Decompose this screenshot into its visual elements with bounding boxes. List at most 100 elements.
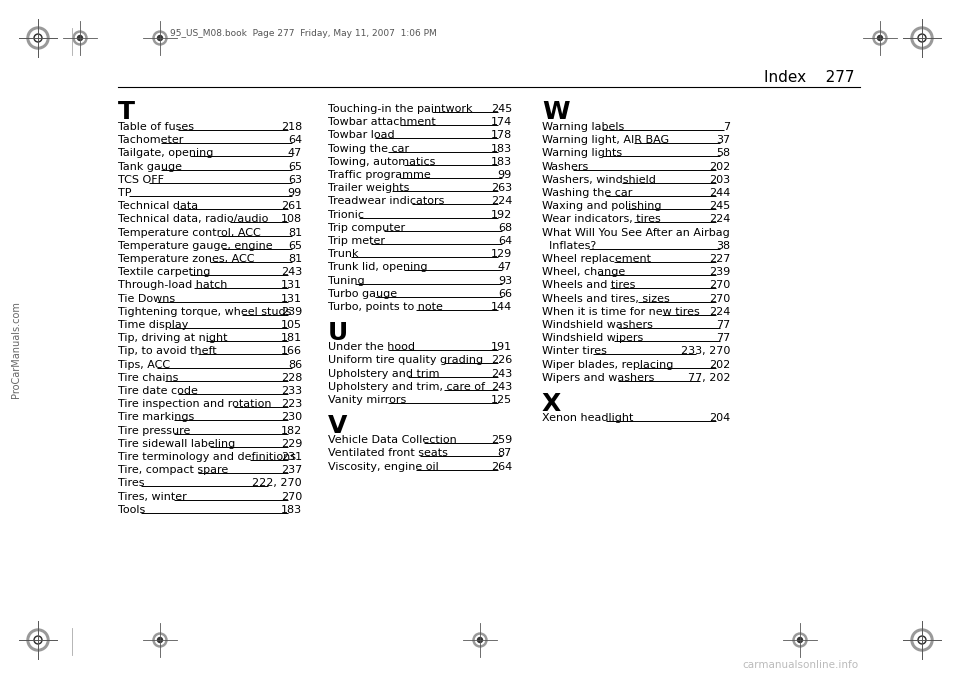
Text: 270: 270	[280, 492, 302, 502]
Text: 38: 38	[716, 241, 730, 251]
Circle shape	[153, 633, 167, 647]
Text: ProCarManuals.com: ProCarManuals.com	[11, 302, 21, 399]
Text: 192: 192	[491, 210, 512, 220]
Circle shape	[914, 30, 930, 46]
Circle shape	[34, 636, 42, 644]
Text: 259: 259	[491, 435, 512, 445]
Circle shape	[30, 30, 46, 46]
Circle shape	[36, 637, 40, 643]
Text: 237: 237	[280, 465, 302, 475]
Text: 203: 203	[708, 175, 730, 185]
Text: Wipers and washers: Wipers and washers	[542, 373, 655, 383]
Text: Trip meter: Trip meter	[328, 236, 385, 246]
Circle shape	[873, 31, 887, 45]
Text: TCS OFF: TCS OFF	[118, 175, 164, 185]
Text: 223: 223	[280, 399, 302, 410]
Text: Treadwear indicators: Treadwear indicators	[328, 197, 444, 206]
Circle shape	[157, 35, 162, 41]
Text: Under the hood: Under the hood	[328, 342, 415, 352]
Text: 218: 218	[280, 122, 302, 132]
Text: Washers, windshield: Washers, windshield	[542, 175, 656, 185]
Text: 202: 202	[708, 359, 730, 370]
Text: 239: 239	[708, 267, 730, 277]
Text: 245: 245	[491, 104, 512, 114]
Text: Wiper blades, replacing: Wiper blades, replacing	[542, 359, 673, 370]
Text: 174: 174	[491, 117, 512, 127]
Text: Upholstery and trim, care of: Upholstery and trim, care of	[328, 382, 485, 392]
Text: 233, 270: 233, 270	[681, 346, 730, 357]
Text: Windshield washers: Windshield washers	[542, 320, 653, 330]
Text: Table of fuses: Table of fuses	[118, 122, 194, 132]
Text: Wheels and tires, sizes: Wheels and tires, sizes	[542, 294, 670, 304]
Text: Inflates?: Inflates?	[542, 241, 596, 251]
Text: Warning lights: Warning lights	[542, 148, 622, 159]
Circle shape	[27, 629, 49, 651]
Text: Through-load hatch: Through-load hatch	[118, 281, 228, 290]
Circle shape	[796, 635, 804, 645]
Text: Tires: Tires	[118, 479, 145, 488]
Text: 131: 131	[281, 281, 302, 290]
Circle shape	[793, 633, 807, 647]
Text: 229: 229	[280, 439, 302, 449]
Text: Xenon headlight: Xenon headlight	[542, 413, 634, 423]
Circle shape	[30, 632, 46, 648]
Text: Vanity mirrors: Vanity mirrors	[328, 395, 406, 405]
Text: Textile carpeting: Textile carpeting	[118, 267, 210, 277]
Text: 183: 183	[491, 144, 512, 154]
Text: 224: 224	[708, 214, 730, 224]
Text: 129: 129	[491, 250, 512, 259]
Text: Temperature zones, ACC: Temperature zones, ACC	[118, 254, 254, 264]
Circle shape	[918, 34, 926, 42]
Text: Turbo, points to note: Turbo, points to note	[328, 302, 443, 312]
Text: 183: 183	[491, 157, 512, 167]
Text: 77: 77	[716, 333, 730, 343]
Text: W: W	[542, 100, 569, 124]
Text: Tuning: Tuning	[328, 275, 365, 285]
Text: Trunk: Trunk	[328, 250, 358, 259]
Text: 144: 144	[491, 302, 512, 312]
Text: Washers: Washers	[542, 161, 589, 172]
Text: 87: 87	[497, 448, 512, 458]
Text: 58: 58	[716, 148, 730, 159]
Text: 227: 227	[708, 254, 730, 264]
Text: 77, 202: 77, 202	[687, 373, 730, 383]
Text: Tire terminology and definitions: Tire terminology and definitions	[118, 452, 296, 462]
Text: Waxing and polishing: Waxing and polishing	[542, 201, 661, 212]
Circle shape	[475, 635, 485, 645]
Text: Tailgate, opening: Tailgate, opening	[118, 148, 213, 159]
Text: Index    277: Index 277	[764, 71, 855, 85]
Text: Ventilated front seats: Ventilated front seats	[328, 448, 448, 458]
Text: What Will You See After an Airbag: What Will You See After an Airbag	[542, 228, 730, 237]
Circle shape	[156, 635, 164, 645]
Text: Tools: Tools	[118, 505, 145, 515]
Text: When it is time for new tires: When it is time for new tires	[542, 307, 700, 317]
Circle shape	[36, 35, 40, 41]
Text: Wheel, change: Wheel, change	[542, 267, 625, 277]
Text: Tire, compact spare: Tire, compact spare	[118, 465, 228, 475]
Circle shape	[156, 33, 164, 43]
Text: Technical data, radio/audio: Technical data, radio/audio	[118, 214, 269, 224]
Text: 81: 81	[288, 228, 302, 237]
Text: 224: 224	[708, 307, 730, 317]
Text: 65: 65	[288, 241, 302, 251]
Text: Technical data: Technical data	[118, 201, 198, 212]
Text: Wear indicators, tires: Wear indicators, tires	[542, 214, 660, 224]
Text: 228: 228	[280, 373, 302, 383]
Text: Tightening torque, wheel studs: Tightening torque, wheel studs	[118, 307, 292, 317]
Text: Warning labels: Warning labels	[542, 122, 624, 132]
Text: Vehicle Data Collection: Vehicle Data Collection	[328, 435, 457, 445]
Text: Tire chains: Tire chains	[118, 373, 179, 383]
Text: Temperature gauge, engine: Temperature gauge, engine	[118, 241, 273, 251]
Text: 183: 183	[281, 505, 302, 515]
Text: 125: 125	[491, 395, 512, 405]
Text: Viscosity, engine oil: Viscosity, engine oil	[328, 462, 439, 472]
Text: Tank gauge: Tank gauge	[118, 161, 182, 172]
Text: U: U	[328, 321, 348, 345]
Circle shape	[34, 34, 42, 42]
Text: 244: 244	[708, 188, 730, 198]
Circle shape	[914, 632, 930, 648]
Text: Trionic: Trionic	[328, 210, 364, 220]
Text: Time display: Time display	[118, 320, 188, 330]
Text: Tie Downs: Tie Downs	[118, 294, 175, 304]
Text: V: V	[328, 414, 348, 438]
